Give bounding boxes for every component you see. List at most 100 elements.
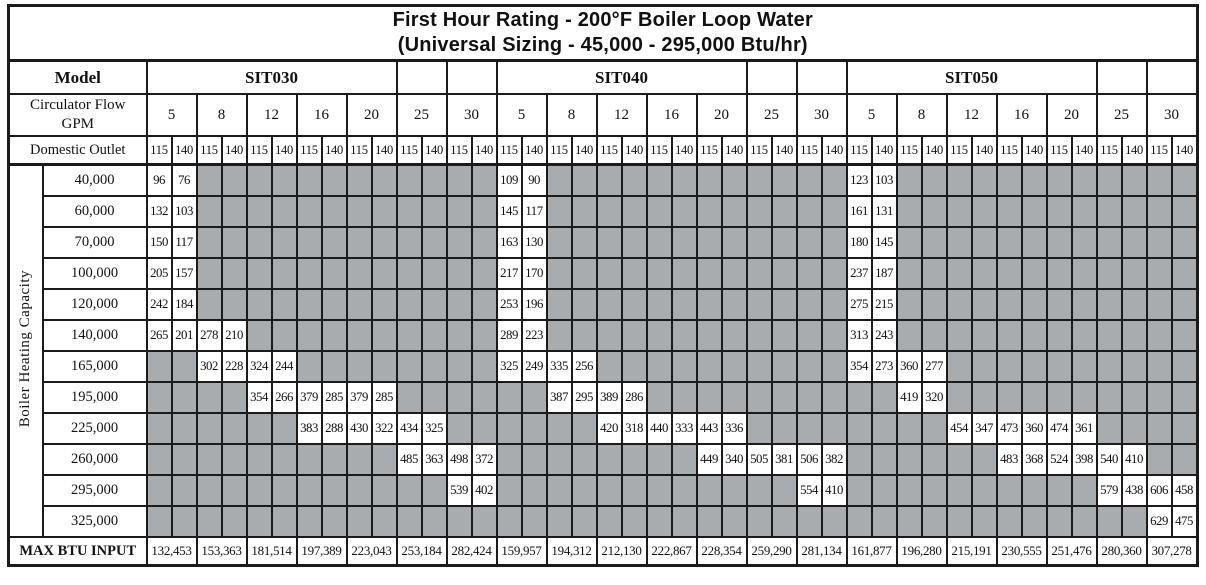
- fhr-value-cell: 382: [820, 443, 848, 476]
- empty-cell: [145, 505, 173, 538]
- empty-cell: [945, 257, 973, 290]
- empty-cell: [1095, 195, 1123, 228]
- empty-cell: [245, 443, 273, 476]
- empty-cell: [195, 226, 223, 259]
- gpm-header-cell: 8: [195, 93, 248, 137]
- capacity-row-label: 140,000: [41, 319, 148, 352]
- empty-cell: [895, 257, 923, 290]
- model-name-cell: SIT040: [495, 59, 748, 95]
- empty-cell: [945, 505, 973, 538]
- fhr-value-cell: 163: [495, 226, 523, 259]
- first-hour-rating-spec-table: First Hour Rating - 200°F Boiler Loop Wa…: [0, 4, 1206, 567]
- empty-cell: [220, 474, 248, 507]
- gpm-header-cell: 16: [645, 93, 698, 137]
- empty-cell: [545, 443, 573, 476]
- outlet-temp-cell: 115: [295, 135, 323, 166]
- empty-cell: [945, 443, 973, 476]
- empty-cell: [720, 163, 748, 197]
- fhr-value-cell: 474: [1045, 412, 1073, 445]
- gpm-header-cell: 25: [395, 93, 448, 137]
- gpm-header-cell: 20: [1045, 93, 1098, 137]
- fhr-value-cell: 131: [870, 195, 898, 228]
- empty-cell: [895, 195, 923, 228]
- empty-cell: [420, 474, 448, 507]
- gpm-header-cell: 30: [795, 93, 848, 137]
- empty-cell: [545, 474, 573, 507]
- empty-cell: [170, 505, 198, 538]
- empty-cell: [1020, 163, 1048, 197]
- empty-cell: [570, 226, 598, 259]
- empty-cell: [645, 257, 673, 290]
- empty-cell: [895, 163, 923, 197]
- empty-cell: [670, 288, 698, 321]
- empty-cell: [245, 319, 273, 352]
- empty-cell: [945, 163, 973, 197]
- fhr-value-cell: 217: [495, 257, 523, 290]
- empty-cell: [195, 505, 223, 538]
- empty-cell: [845, 505, 873, 538]
- empty-cell: [1145, 288, 1173, 321]
- empty-cell: [845, 474, 873, 507]
- fhr-value-cell: 473: [995, 412, 1023, 445]
- empty-cell: [420, 381, 448, 414]
- gpm-header-cell: 30: [1145, 93, 1199, 137]
- fhr-value-cell: 443: [695, 412, 723, 445]
- empty-cell: [770, 226, 798, 259]
- fhr-value-cell: 277: [920, 350, 948, 383]
- empty-cell: [895, 505, 923, 538]
- empty-cell: [145, 350, 173, 383]
- empty-cell: [1070, 288, 1098, 321]
- fhr-value-cell: 286: [620, 381, 648, 414]
- empty-cell: [720, 288, 748, 321]
- model-header-empty-cell: [395, 59, 448, 95]
- empty-cell: [620, 226, 648, 259]
- empty-cell: [245, 412, 273, 445]
- empty-cell: [945, 195, 973, 228]
- fhr-value-cell: 288: [320, 412, 348, 445]
- empty-cell: [895, 412, 923, 445]
- empty-cell: [295, 163, 323, 197]
- outlet-temp-cell: 140: [1170, 135, 1199, 166]
- empty-cell: [1095, 226, 1123, 259]
- empty-cell: [220, 443, 248, 476]
- empty-cell: [595, 443, 623, 476]
- empty-cell: [720, 381, 748, 414]
- empty-cell: [920, 195, 948, 228]
- empty-cell: [220, 412, 248, 445]
- empty-cell: [1170, 319, 1199, 352]
- fhr-value-cell: 336: [720, 412, 748, 445]
- empty-cell: [145, 474, 173, 507]
- empty-cell: [795, 195, 823, 228]
- fhr-value-cell: 201: [170, 319, 198, 352]
- outlet-temp-cell: 140: [970, 135, 998, 166]
- fhr-value-cell: 150: [145, 226, 173, 259]
- empty-cell: [320, 195, 348, 228]
- gpm-header-cell: 20: [695, 93, 748, 137]
- empty-cell: [1020, 319, 1048, 352]
- empty-cell: [845, 381, 873, 414]
- empty-cell: [795, 319, 823, 352]
- empty-cell: [570, 319, 598, 352]
- fhr-value-cell: 322: [370, 412, 398, 445]
- empty-cell: [670, 257, 698, 290]
- empty-cell: [970, 319, 998, 352]
- fhr-value-cell: 524: [1045, 443, 1073, 476]
- empty-cell: [595, 163, 623, 197]
- empty-cell: [670, 226, 698, 259]
- fhr-value-cell: 244: [270, 350, 298, 383]
- outlet-temp-cell: 140: [920, 135, 948, 166]
- empty-cell: [1070, 350, 1098, 383]
- empty-cell: [395, 226, 423, 259]
- empty-cell: [995, 381, 1023, 414]
- capacity-row-label: 260,000: [41, 443, 148, 476]
- outlet-temp-cell: 115: [1095, 135, 1123, 166]
- empty-cell: [195, 443, 223, 476]
- empty-cell: [745, 505, 773, 538]
- empty-cell: [795, 288, 823, 321]
- empty-cell: [745, 381, 773, 414]
- outlet-temp-cell: 115: [845, 135, 873, 166]
- fhr-value-cell: 554: [795, 474, 823, 507]
- empty-cell: [245, 288, 273, 321]
- empty-cell: [820, 195, 848, 228]
- fhr-value-cell: 458: [1170, 474, 1199, 507]
